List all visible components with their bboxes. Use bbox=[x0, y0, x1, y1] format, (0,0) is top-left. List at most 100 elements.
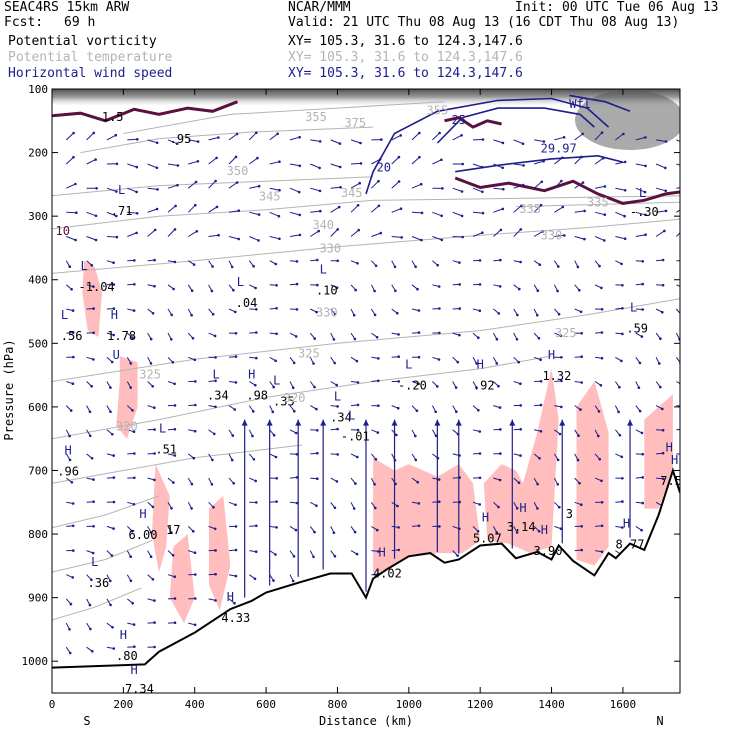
wind-vector bbox=[594, 211, 605, 216]
wind-vector-head bbox=[685, 186, 688, 189]
wind-vector bbox=[187, 204, 196, 213]
wind-vector-head bbox=[275, 307, 278, 310]
wind-vector-head bbox=[257, 213, 261, 216]
wind-vector-head bbox=[194, 203, 197, 207]
wind-vector-head bbox=[337, 205, 341, 209]
wind-vector bbox=[411, 211, 423, 214]
wind-vector bbox=[269, 187, 280, 191]
wind-vector-head bbox=[481, 190, 484, 194]
contour-annotation: Wfl bbox=[569, 97, 591, 111]
wind-vector-head bbox=[598, 264, 601, 268]
wind-vector-head bbox=[418, 155, 421, 159]
contour-annotation: 3 bbox=[566, 507, 573, 521]
x-tick-label: 1400 bbox=[538, 698, 565, 711]
wind-vector bbox=[289, 136, 300, 141]
wind-vector-head bbox=[153, 406, 156, 410]
wind-vector bbox=[594, 157, 604, 165]
contour-annotation: 335 bbox=[519, 202, 541, 216]
wind-vector-head bbox=[417, 382, 420, 386]
wind-vector-head bbox=[313, 530, 316, 534]
wind-vector-head bbox=[149, 362, 153, 365]
wind-vector bbox=[208, 180, 216, 189]
wind-vector-head bbox=[580, 525, 583, 528]
wind-vector-head bbox=[437, 285, 441, 288]
y-tick-label: 700 bbox=[28, 464, 48, 477]
wind-vector-head bbox=[339, 186, 342, 189]
wind-vector-head bbox=[132, 309, 136, 312]
contour-annotation: H bbox=[378, 545, 385, 559]
wind-vector-head bbox=[131, 336, 134, 340]
wind-vector-head bbox=[92, 307, 95, 310]
wind-vector-head bbox=[517, 360, 520, 364]
wind-vector bbox=[554, 157, 563, 165]
wind-vector-head bbox=[151, 505, 155, 509]
wind-vector bbox=[350, 229, 360, 237]
wind-vector-head bbox=[478, 259, 482, 262]
wind-vector-head bbox=[438, 131, 441, 135]
wind-vector bbox=[106, 134, 117, 141]
wind-vector-head bbox=[335, 286, 339, 290]
wind-vector-head bbox=[437, 478, 441, 481]
y-tick-label: 800 bbox=[28, 528, 48, 541]
wind-vector bbox=[208, 206, 218, 213]
wind-vector-head bbox=[579, 408, 582, 411]
wind-vector bbox=[432, 132, 440, 141]
updraft-arrow-head bbox=[455, 419, 462, 426]
field-xy-wind: XY= 105.3, 31.6 to 124.3,147.6 bbox=[288, 66, 523, 81]
wind-vector-head bbox=[438, 331, 441, 335]
wind-vector-head bbox=[278, 188, 281, 192]
wind-vector-head bbox=[237, 237, 240, 241]
wind-vector bbox=[86, 211, 97, 217]
wind-vector-head bbox=[254, 550, 258, 553]
wind-vector-head bbox=[478, 476, 482, 480]
wind-vector-head bbox=[193, 551, 197, 554]
wind-vector-head bbox=[231, 434, 235, 437]
wind-vector-head bbox=[539, 403, 543, 407]
wind-vector bbox=[127, 232, 137, 237]
contour-annotation: 330 bbox=[541, 229, 563, 243]
wind-vector bbox=[554, 180, 562, 189]
wind-vector-head bbox=[578, 288, 581, 292]
wind-vector-head bbox=[170, 507, 173, 510]
wind-vector-head bbox=[399, 134, 403, 137]
wind-vector-head bbox=[293, 409, 296, 413]
wind-vector-head bbox=[601, 156, 605, 160]
wind-vector-head bbox=[193, 429, 197, 433]
wind-vector bbox=[66, 183, 76, 189]
wind-vector-head bbox=[476, 530, 480, 533]
contour-annotation: 330 bbox=[316, 306, 338, 320]
wind-vector-head bbox=[133, 452, 136, 455]
wind-vector bbox=[493, 208, 503, 213]
wind-vector-head bbox=[419, 182, 423, 186]
y-tick-label: 500 bbox=[28, 337, 48, 350]
wind-vector-head bbox=[278, 160, 281, 163]
wind-vector-head bbox=[275, 500, 278, 503]
wind-vector bbox=[310, 210, 321, 213]
wind-vector-head bbox=[193, 623, 197, 627]
contour-annotation: -.30 bbox=[630, 205, 659, 219]
wind-vector-head bbox=[294, 335, 298, 338]
wind-vector-head bbox=[69, 602, 73, 606]
wind-speed-contour bbox=[436, 107, 595, 144]
wind-vector-head bbox=[659, 385, 662, 389]
contour-annotation: H bbox=[248, 367, 255, 381]
wind-vector-head bbox=[254, 383, 257, 387]
pv-thick-contour bbox=[444, 115, 502, 129]
wind-vector-head bbox=[537, 529, 541, 533]
wind-vector bbox=[310, 187, 321, 192]
wind-vector-head bbox=[291, 386, 295, 390]
wind-vector-head bbox=[640, 335, 644, 338]
wind-vector-head bbox=[295, 260, 299, 263]
contour-annotation: H bbox=[64, 444, 71, 458]
wind-vector-head bbox=[272, 385, 276, 389]
wind-vector-head bbox=[560, 405, 563, 409]
wind-vector-head bbox=[91, 650, 94, 653]
wind-vector-head bbox=[557, 265, 560, 268]
wind-vector bbox=[615, 236, 626, 240]
wind-vector bbox=[595, 185, 605, 189]
wind-vector-head bbox=[110, 360, 114, 364]
wind-vector-head bbox=[377, 204, 381, 208]
wind-vector-head bbox=[115, 190, 118, 193]
wind-vector bbox=[269, 133, 278, 141]
wind-vector bbox=[167, 163, 178, 166]
